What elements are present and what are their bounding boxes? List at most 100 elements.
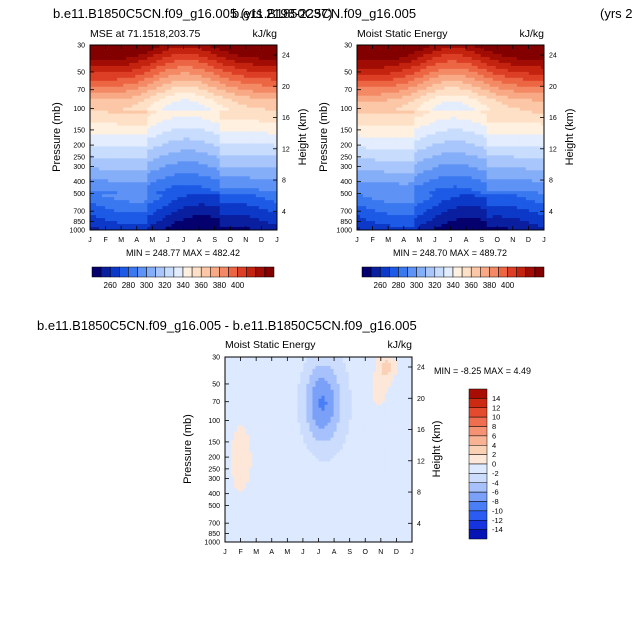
contour-cell: [213, 101, 218, 106]
contour-cell: [402, 62, 406, 67]
contour-cell: [213, 47, 218, 52]
contour-cell: [201, 152, 206, 156]
contour-cell: [156, 45, 160, 49]
contour-cell: [210, 110, 215, 115]
contour-cell: [162, 59, 166, 64]
contour-cell: [192, 53, 197, 58]
contour-cell: [159, 113, 163, 118]
contour-cell: [141, 182, 145, 186]
contour-cell: [207, 176, 212, 180]
contour-cell: [90, 50, 94, 55]
contour-cell: [222, 191, 227, 195]
contour-cell: [150, 59, 154, 64]
contour-cell: [90, 80, 94, 85]
contour-cell: [129, 134, 133, 138]
contour-cell: [201, 224, 206, 228]
contour-cell: [246, 65, 251, 70]
contour-cell: [402, 89, 406, 94]
contour-cell: [108, 212, 112, 216]
contour-cell: [204, 107, 209, 112]
contour-cell: [102, 164, 106, 168]
contour-cell: [141, 185, 145, 189]
contour-cell: [228, 116, 233, 121]
contour-cell: [141, 71, 145, 76]
contour-cell: [165, 122, 169, 127]
contour-cell: [114, 122, 118, 127]
contour-cell: [201, 47, 206, 52]
contour-cell: [129, 173, 133, 177]
contour-cell: [96, 92, 100, 97]
contour-cell: [108, 206, 112, 210]
contour-cell: [192, 143, 197, 147]
contour-cell: [174, 197, 178, 201]
contour-cell: [237, 47, 242, 52]
contour-cell: [252, 116, 257, 121]
contour-cell: [264, 191, 269, 195]
contour-cell: [240, 206, 245, 210]
contour-cell: [99, 45, 103, 49]
contour-cell: [387, 68, 391, 73]
contour-cell: [504, 59, 509, 64]
contour-cell: [216, 134, 221, 138]
contour-cell: [270, 104, 275, 109]
contour-cell: [177, 149, 181, 153]
contour-cell: [237, 197, 242, 201]
contour-cell: [228, 107, 233, 112]
contour-cell: [264, 92, 269, 97]
contour-cell: [411, 89, 415, 94]
contour-cell: [219, 92, 224, 97]
contour-cell: [147, 50, 151, 55]
contour-cell: [516, 45, 521, 49]
contour-cell: [186, 119, 190, 124]
contour-cell: [159, 74, 163, 79]
contour-cell: [498, 56, 503, 61]
contour-cell: [249, 59, 254, 64]
contour-cell: [195, 77, 200, 82]
contour-cell: [108, 83, 112, 88]
contour-cell: [126, 182, 130, 186]
contour-cell: [240, 203, 245, 207]
contour-cell: [165, 218, 169, 222]
contour-cell: [198, 45, 203, 49]
contour-cell: [225, 140, 230, 144]
contour-cell: [180, 200, 184, 204]
contour-cell: [102, 68, 106, 73]
contour-cell: [231, 152, 236, 156]
contour-cell: [210, 158, 215, 162]
colorbar-tick-label: 360: [195, 281, 209, 290]
contour-cell: [198, 191, 203, 195]
contour-cell: [105, 197, 109, 201]
contour-cell: [360, 71, 364, 76]
contour-cell: [459, 56, 464, 61]
contour-cell: [219, 122, 224, 127]
contour-cell: [189, 80, 193, 85]
contour-cell: [180, 119, 184, 124]
contour-cell: [444, 56, 448, 61]
contour-cell: [168, 125, 172, 129]
contour-cell: [501, 71, 506, 76]
contour-cell: [423, 89, 427, 94]
contour-cell: [105, 185, 109, 189]
contour-cell: [213, 182, 218, 186]
contour-cell: [207, 95, 212, 100]
contour-cell: [222, 122, 227, 127]
contour-cell: [255, 89, 260, 94]
contour-cell: [102, 86, 106, 91]
contour-cell: [150, 197, 154, 201]
contour-cell: [108, 47, 112, 52]
contour-cell: [429, 47, 433, 52]
contour-cell: [213, 125, 218, 129]
contour-cell: [267, 143, 272, 147]
contour-cell: [141, 212, 145, 216]
contour-cell: [186, 164, 190, 168]
contour-cell: [234, 179, 239, 183]
contour-cell: [159, 128, 163, 132]
contour-cell: [387, 65, 391, 70]
contour-cell: [111, 131, 115, 135]
colorbar-swatch: [191, 266, 202, 278]
contour-cell: [120, 164, 124, 168]
contour-cell: [162, 197, 166, 201]
contour-cell: [192, 116, 197, 121]
contour-cell: [420, 59, 424, 64]
contour-cell: [255, 113, 260, 118]
